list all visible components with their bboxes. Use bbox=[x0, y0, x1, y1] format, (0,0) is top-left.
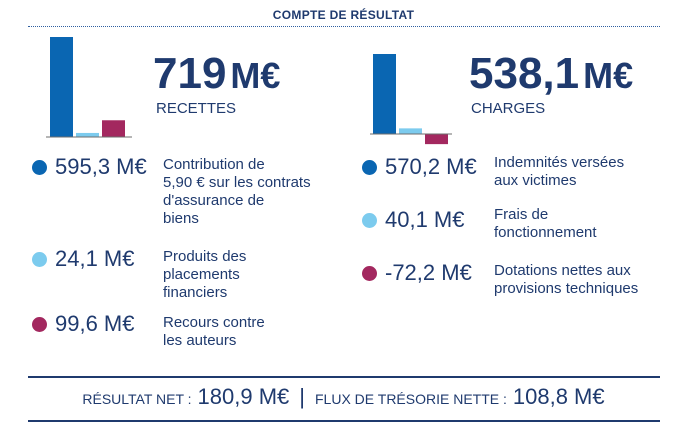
title-divider bbox=[28, 26, 660, 27]
bar-3 bbox=[102, 120, 125, 137]
charges-item-description: Indemnités versées aux victimes bbox=[494, 154, 624, 190]
footer-top-rule bbox=[28, 376, 660, 378]
footer-bottom-rule bbox=[28, 420, 660, 422]
description-line: Recours contre bbox=[163, 314, 265, 331]
charges-item-value: -72,2 M€ bbox=[385, 260, 472, 285]
charges-item-description: Frais de fonctionnement bbox=[494, 206, 597, 242]
crimson-dot-icon bbox=[32, 317, 47, 332]
chart-title: COMPTE DE RÉSULTAT bbox=[272, 8, 415, 22]
description-line: provisions techniques bbox=[494, 280, 639, 297]
charges-amount: 538,1 M€ bbox=[469, 52, 633, 96]
charges-item: 570,2 M€ bbox=[362, 153, 477, 181]
footer-summary: RÉSULTAT NET : 180,9 M€ | FLUX DE TRÉSORIE … bbox=[0, 384, 687, 410]
recettes-amount: 719 M€ bbox=[153, 52, 280, 96]
charges-amount-unit: M€ bbox=[583, 55, 634, 96]
charges-item-description: Dotations nettes aux provisions techniqu… bbox=[494, 262, 638, 298]
description-line: d'assurance de bbox=[163, 192, 265, 209]
recettes-item-value: 99,6 M€ bbox=[55, 311, 135, 336]
charges-item: -72,2 M€ bbox=[362, 259, 472, 287]
charges-item: 40,1 M€ bbox=[362, 206, 465, 234]
recettes-item-description: Recours contre les auteurs bbox=[163, 314, 265, 350]
description-line: Dotations nettes aux bbox=[494, 262, 631, 279]
crimson-dot-icon bbox=[362, 266, 377, 281]
bar-1 bbox=[50, 37, 73, 137]
recettes-item: 99,6 M€ bbox=[32, 310, 135, 338]
bar-2 bbox=[399, 128, 422, 134]
resultat-net-value: 180,9 M€ bbox=[197, 384, 290, 409]
description-line: Produits des bbox=[163, 248, 247, 265]
bar-3 bbox=[425, 134, 448, 145]
description-line: placements bbox=[163, 266, 240, 283]
charges-amount-number: 538,1 bbox=[469, 49, 580, 98]
recettes-bar-chart bbox=[46, 37, 132, 138]
description-line: Indemnités versées bbox=[494, 154, 625, 171]
dark-blue-dot-icon bbox=[362, 160, 377, 175]
recettes-item-description: Produits des placements financiers bbox=[163, 248, 246, 302]
light-blue-dot-icon bbox=[32, 252, 47, 267]
description-line: aux victimes bbox=[494, 172, 577, 189]
description-line: financiers bbox=[163, 284, 228, 301]
recettes-item-value: 595,3 M€ bbox=[55, 154, 147, 179]
recettes-item: 24,1 M€ bbox=[32, 245, 135, 273]
recettes-amount-unit: M€ bbox=[230, 55, 281, 96]
charges-item-value: 570,2 M€ bbox=[385, 154, 477, 179]
description-line: biens bbox=[163, 210, 199, 227]
bar-1 bbox=[373, 54, 396, 134]
recettes-item-description: Contribution de 5,90 € sur les contrats … bbox=[163, 156, 311, 228]
charges-bar-chart bbox=[370, 54, 452, 145]
description-line: Contribution de bbox=[163, 156, 265, 173]
charges-label: CHARGES bbox=[471, 100, 546, 117]
charges-item-value: 40,1 M€ bbox=[385, 207, 465, 232]
bar-2 bbox=[76, 132, 99, 137]
recettes-label: RECETTES bbox=[156, 100, 237, 117]
flux-tresorerie-value: 108,8 M€ bbox=[512, 384, 605, 409]
recettes-item: 595,3 M€ bbox=[32, 153, 147, 181]
resultat-net-label: RÉSULTAT NET : bbox=[82, 391, 192, 407]
dark-blue-dot-icon bbox=[32, 160, 47, 175]
description-line: les auteurs bbox=[163, 332, 237, 349]
recettes-item-value: 24,1 M€ bbox=[55, 246, 135, 271]
description-line: fonctionnement bbox=[494, 224, 597, 241]
light-blue-dot-icon bbox=[362, 213, 377, 228]
flux-tresorerie-label: FLUX DE TRÉSORIE NETTE : bbox=[315, 391, 507, 407]
recettes-amount-number: 719 bbox=[153, 49, 227, 98]
footer-separator: | bbox=[299, 384, 305, 409]
description-line: 5,90 € sur les contrats bbox=[163, 174, 311, 191]
description-line: Frais de bbox=[494, 206, 549, 223]
